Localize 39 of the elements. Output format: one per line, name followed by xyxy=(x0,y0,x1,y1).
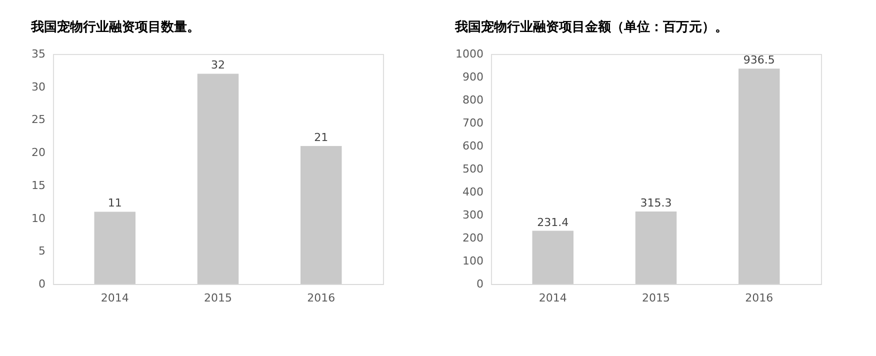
y-tick-label: 100 xyxy=(462,254,484,268)
x-tick-label: 2014 xyxy=(538,292,567,304)
chart-title: 我国宠物行业融资项目金额（单位：百万元）。 xyxy=(454,19,728,35)
x-tick-label: 2014 xyxy=(100,292,129,304)
y-tick-label: 600 xyxy=(462,140,484,152)
y-tick-label: 800 xyxy=(462,94,484,106)
y-tick-label: 5 xyxy=(38,244,46,258)
y-tick-label: 35 xyxy=(32,48,46,60)
bar xyxy=(738,68,780,284)
data-label: 21 xyxy=(314,131,328,144)
y-tick-label: 0 xyxy=(476,278,484,290)
x-tick-label: 2016 xyxy=(745,292,774,304)
y-tick-label: 30 xyxy=(32,80,46,94)
bar xyxy=(532,230,574,284)
y-tick-label: 700 xyxy=(462,116,484,130)
y-tick-label: 25 xyxy=(32,113,46,126)
data-label: 231.4 xyxy=(537,216,569,229)
bar xyxy=(197,74,239,284)
data-label: 936.5 xyxy=(743,54,775,67)
chart-title: 我国宠物行业融资项目数量。 xyxy=(30,19,200,35)
y-tick-label: 15 xyxy=(32,178,46,192)
y-tick-label: 200 xyxy=(462,232,484,244)
y-tick-label: 900 xyxy=(462,70,484,84)
x-tick-label: 2016 xyxy=(307,292,336,304)
data-label: 315.3 xyxy=(640,196,672,210)
x-tick-label: 2015 xyxy=(642,292,670,304)
y-tick-label: 10 xyxy=(32,212,46,225)
y-tick-label: 300 xyxy=(462,208,484,222)
data-label: 11 xyxy=(108,196,122,210)
bar xyxy=(94,212,136,284)
y-tick-label: 400 xyxy=(462,186,484,198)
y-tick-label: 20 xyxy=(32,146,46,160)
bar xyxy=(300,146,342,284)
data-label: 32 xyxy=(211,58,225,72)
y-tick-label: 0 xyxy=(38,278,46,290)
bar xyxy=(635,211,677,284)
y-tick-label: 500 xyxy=(462,162,484,176)
x-tick-label: 2015 xyxy=(204,292,232,304)
y-tick-label: 1000 xyxy=(456,48,484,60)
